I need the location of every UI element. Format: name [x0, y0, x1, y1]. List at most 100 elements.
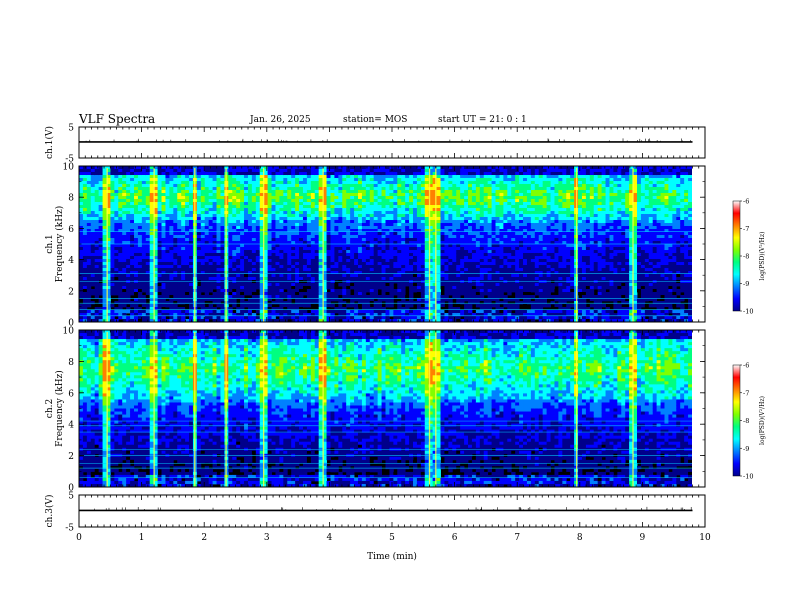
psd-cell — [271, 301, 276, 305]
psd-cell — [444, 313, 449, 317]
psd-cell — [145, 190, 151, 194]
psd-cell — [369, 241, 375, 245]
psd-cell — [322, 295, 327, 299]
psd-cell — [102, 259, 107, 263]
psd-cell — [318, 289, 324, 293]
psd-cell — [401, 265, 406, 269]
psd-cell — [247, 301, 253, 305]
psd-cell — [118, 301, 123, 305]
psd-cell — [283, 256, 288, 260]
psd-cell — [428, 265, 434, 269]
psd-cell — [385, 169, 390, 173]
psd-cell — [428, 229, 434, 233]
psd-cell — [267, 190, 272, 194]
psd-cell — [232, 241, 237, 245]
psd-cell — [157, 187, 162, 191]
psd-cell — [310, 313, 316, 317]
psd-cell — [409, 250, 414, 254]
psd-cell — [189, 274, 194, 278]
psd-cell — [165, 166, 170, 170]
psd-cell — [185, 229, 190, 233]
psd-cell — [145, 232, 151, 236]
psd-cell — [169, 307, 174, 311]
psd-cell — [318, 316, 324, 320]
psd-cell — [110, 247, 115, 251]
psd-cell — [82, 238, 88, 242]
psd-cell — [244, 166, 249, 170]
psd-cell — [377, 226, 382, 230]
psd-cell — [287, 208, 292, 212]
psd-cell — [302, 238, 308, 242]
psd-cell — [271, 208, 276, 212]
psd-cell — [432, 256, 437, 260]
psd-cell — [326, 184, 331, 188]
psd-cell — [381, 169, 386, 173]
psd-cell — [310, 274, 316, 278]
psd-cell — [145, 292, 151, 296]
psd-cell — [137, 307, 143, 311]
psd-cell — [420, 169, 426, 173]
psd-cell — [373, 301, 379, 305]
psd-cell — [157, 259, 162, 263]
psd-cell — [212, 313, 217, 317]
psd-cell — [153, 313, 158, 317]
psd-cell — [452, 262, 457, 266]
psd-cell — [346, 214, 351, 218]
psd-cell — [326, 247, 331, 251]
psd-cell — [413, 178, 418, 182]
psd-cell — [322, 247, 327, 251]
psd-cell — [153, 235, 158, 239]
psd-cell — [161, 253, 166, 257]
psd-cell — [122, 256, 127, 260]
psd-cell — [275, 214, 280, 218]
psd-cell — [428, 250, 434, 254]
psd-cell — [149, 223, 155, 227]
psd-cell — [149, 259, 155, 263]
psd-cell — [448, 268, 453, 272]
psd-cell — [236, 181, 241, 185]
psd-cell — [361, 319, 367, 323]
psd-cell — [263, 232, 269, 236]
psd-cell — [357, 256, 363, 260]
psd-cell — [346, 175, 351, 179]
psd-cell — [357, 241, 363, 245]
psd-cell — [90, 232, 96, 236]
psd-cell — [369, 271, 375, 275]
psd-cell — [291, 253, 296, 257]
psd-cell — [110, 310, 115, 314]
psd-cell — [134, 217, 139, 221]
psd-cell — [283, 283, 288, 287]
psd-cell — [299, 253, 304, 257]
psd-cell — [424, 202, 430, 206]
psd-cell — [185, 202, 190, 206]
psd-cell — [251, 316, 257, 320]
psd-cell — [177, 217, 182, 221]
psd-cell — [212, 238, 217, 242]
psd-cell — [413, 244, 418, 248]
psd-cell — [86, 211, 92, 215]
psd-cell — [240, 259, 245, 263]
psd-cell — [153, 208, 158, 212]
psd-cell — [299, 202, 304, 206]
psd-cell — [302, 283, 308, 287]
psd-cell — [283, 310, 288, 314]
psd-cell — [330, 283, 335, 287]
psd-cell — [244, 283, 249, 287]
psd-cell — [173, 295, 178, 299]
psd-cell — [165, 244, 170, 248]
psd-cell — [275, 205, 280, 209]
psd-cell — [413, 184, 418, 188]
psd-cell — [409, 238, 414, 242]
psd-cell — [432, 196, 437, 200]
psd-cell — [295, 310, 300, 314]
psd-cell — [110, 274, 115, 278]
psd-cell — [200, 250, 206, 254]
psd-cell — [247, 271, 253, 275]
psd-cell — [440, 295, 445, 299]
psd-cell — [255, 205, 261, 209]
psd-cell — [79, 223, 84, 227]
psd-cell — [373, 205, 379, 209]
psd-cell — [189, 277, 194, 281]
psd-cell — [369, 289, 375, 293]
psd-cell — [299, 196, 304, 200]
